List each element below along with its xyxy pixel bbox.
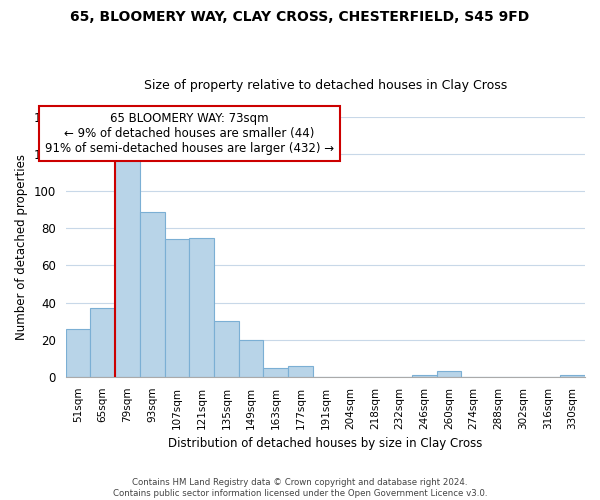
Y-axis label: Number of detached properties: Number of detached properties xyxy=(15,154,28,340)
Bar xyxy=(164,240,190,377)
Text: 65, BLOOMERY WAY, CLAY CROSS, CHESTERFIELD, S45 9FD: 65, BLOOMERY WAY, CLAY CROSS, CHESTERFIE… xyxy=(70,10,530,24)
Bar xyxy=(214,321,239,377)
Bar xyxy=(115,158,140,377)
Bar xyxy=(91,308,115,377)
Bar xyxy=(288,366,313,377)
Bar xyxy=(560,375,585,377)
Text: 65 BLOOMERY WAY: 73sqm
← 9% of detached houses are smaller (44)
91% of semi-deta: 65 BLOOMERY WAY: 73sqm ← 9% of detached … xyxy=(45,112,334,155)
Title: Size of property relative to detached houses in Clay Cross: Size of property relative to detached ho… xyxy=(144,79,507,92)
Bar xyxy=(263,368,288,377)
Bar xyxy=(437,371,461,377)
X-axis label: Distribution of detached houses by size in Clay Cross: Distribution of detached houses by size … xyxy=(168,437,482,450)
Bar xyxy=(190,238,214,377)
Bar xyxy=(412,375,437,377)
Bar xyxy=(140,212,164,377)
Bar xyxy=(239,340,263,377)
Bar xyxy=(65,328,91,377)
Text: Contains HM Land Registry data © Crown copyright and database right 2024.
Contai: Contains HM Land Registry data © Crown c… xyxy=(113,478,487,498)
